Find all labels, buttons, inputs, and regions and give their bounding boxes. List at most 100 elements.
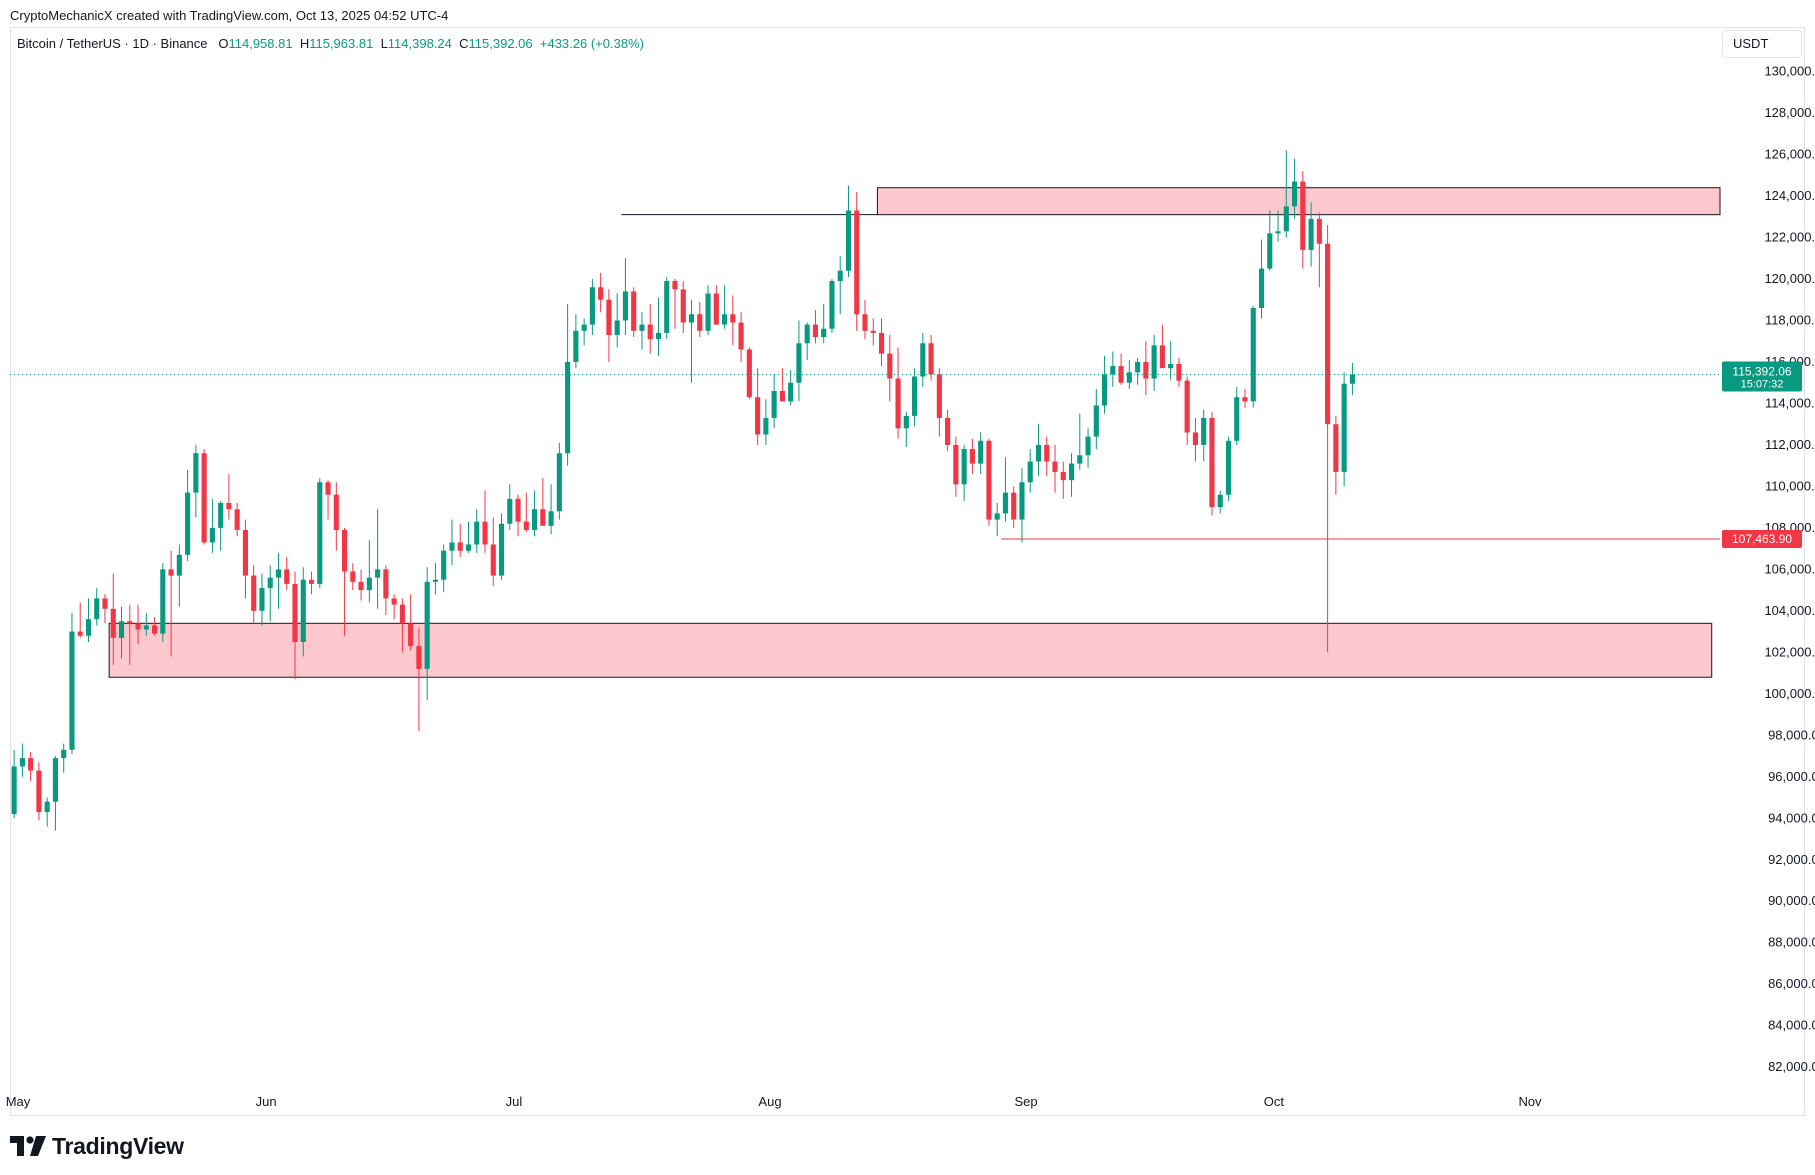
candle-body[interactable] bbox=[821, 328, 827, 338]
candle-body[interactable] bbox=[1325, 243, 1331, 425]
candle-body[interactable] bbox=[647, 324, 653, 340]
candle-body[interactable] bbox=[1159, 345, 1165, 369]
candle-body[interactable] bbox=[110, 608, 116, 638]
candle-body[interactable] bbox=[837, 270, 843, 282]
candle-body[interactable] bbox=[540, 509, 546, 526]
candle-body[interactable] bbox=[1068, 463, 1075, 481]
candle-body[interactable] bbox=[969, 449, 975, 464]
candle-body[interactable] bbox=[449, 542, 455, 551]
chart-frame[interactable] bbox=[10, 27, 1805, 1116]
candle-body[interactable] bbox=[565, 361, 571, 454]
candle-body[interactable] bbox=[118, 621, 125, 638]
candle-body[interactable] bbox=[267, 577, 273, 589]
candle-body[interactable] bbox=[1201, 417, 1207, 445]
candle-body[interactable] bbox=[308, 579, 315, 584]
candle-body[interactable] bbox=[300, 579, 306, 642]
candle-body[interactable] bbox=[1316, 218, 1322, 244]
candle-body[interactable] bbox=[408, 623, 414, 647]
candle-body[interactable] bbox=[622, 291, 628, 321]
candle-body[interactable] bbox=[152, 625, 158, 634]
candle-body[interactable] bbox=[160, 569, 166, 634]
candle-body[interactable] bbox=[746, 349, 752, 398]
currency-button[interactable]: USDT bbox=[1722, 30, 1802, 58]
candle-body[interactable] bbox=[218, 502, 224, 528]
candle-body[interactable] bbox=[185, 492, 191, 555]
candle-body[interactable] bbox=[1176, 364, 1182, 381]
candle-body[interactable] bbox=[928, 343, 934, 375]
candle-body[interactable] bbox=[1060, 471, 1066, 481]
candle-body[interactable] bbox=[457, 542, 463, 551]
candle-body[interactable] bbox=[251, 575, 257, 611]
candle-body[interactable] bbox=[292, 583, 298, 642]
candle-body[interactable] bbox=[1217, 494, 1223, 508]
candle-body[interactable] bbox=[168, 569, 174, 576]
candle-body[interactable] bbox=[953, 444, 959, 485]
candle-body[interactable] bbox=[1093, 405, 1099, 437]
candle-body[interactable] bbox=[598, 287, 604, 300]
candle-body[interactable] bbox=[705, 293, 711, 331]
candle-body[interactable] bbox=[416, 646, 422, 669]
candle-body[interactable] bbox=[36, 770, 42, 813]
candle-body[interactable] bbox=[912, 376, 918, 416]
candle-body[interactable] bbox=[713, 293, 719, 325]
candle-body[interactable] bbox=[1242, 397, 1248, 402]
candle-body[interactable] bbox=[1333, 424, 1339, 472]
candle-body[interactable] bbox=[845, 210, 852, 271]
candle-body[interactable] bbox=[672, 281, 678, 290]
candle-body[interactable] bbox=[1250, 308, 1256, 402]
support-zone[interactable] bbox=[108, 622, 1713, 678]
candle-body[interactable] bbox=[804, 324, 810, 344]
candle-body[interactable] bbox=[1234, 397, 1240, 441]
candle-body[interactable] bbox=[424, 581, 430, 669]
candle-body[interactable] bbox=[1151, 345, 1157, 379]
candle-body[interactable] bbox=[945, 417, 951, 445]
candle-body[interactable] bbox=[1118, 366, 1124, 383]
candle-body[interactable] bbox=[333, 494, 339, 530]
candle-body[interactable] bbox=[193, 453, 199, 493]
candle-body[interactable] bbox=[1308, 218, 1314, 250]
candle-body[interactable] bbox=[1035, 444, 1042, 462]
candle-body[interactable] bbox=[61, 749, 67, 759]
candle-body[interactable] bbox=[1209, 417, 1215, 508]
candle-body[interactable] bbox=[688, 314, 695, 323]
candle-body[interactable] bbox=[28, 758, 34, 771]
candle-body[interactable] bbox=[52, 758, 58, 802]
candle-body[interactable] bbox=[829, 281, 835, 329]
candle-body[interactable] bbox=[1292, 181, 1298, 207]
candle-body[interactable] bbox=[383, 569, 389, 599]
candle-body[interactable] bbox=[664, 281, 670, 333]
symbol-name[interactable]: Bitcoin / TetherUS · 1D · Binance bbox=[17, 36, 208, 51]
candle-body[interactable] bbox=[275, 569, 282, 578]
candle-body[interactable] bbox=[11, 766, 17, 815]
candle-body[interactable] bbox=[548, 511, 554, 526]
candle-body[interactable] bbox=[573, 330, 579, 362]
candle-body[interactable] bbox=[697, 314, 703, 331]
candle-body[interactable] bbox=[878, 332, 885, 354]
candle-body[interactable] bbox=[763, 417, 769, 435]
candle-body[interactable] bbox=[1110, 366, 1116, 375]
tradingview-logo[interactable]: TradingView bbox=[10, 1131, 184, 1161]
candle-body[interactable] bbox=[581, 324, 587, 331]
candle-body[interactable] bbox=[1283, 206, 1289, 232]
candle-body[interactable] bbox=[1077, 455, 1083, 464]
candle-body[interactable] bbox=[870, 330, 876, 333]
candle-body[interactable] bbox=[994, 513, 1000, 520]
candle-body[interactable] bbox=[812, 324, 818, 338]
candle-body[interactable] bbox=[399, 604, 405, 624]
candle-body[interactable] bbox=[201, 453, 207, 543]
candle-body[interactable] bbox=[77, 631, 83, 636]
candle-body[interactable] bbox=[895, 378, 901, 429]
candle-body[interactable] bbox=[441, 550, 447, 580]
candle-body[interactable] bbox=[1300, 181, 1306, 250]
candle-body[interactable] bbox=[259, 588, 265, 611]
candle-body[interactable] bbox=[738, 322, 744, 350]
candle-body[interactable] bbox=[465, 544, 472, 551]
candle-body[interactable] bbox=[1267, 233, 1273, 269]
candle-body[interactable] bbox=[1192, 432, 1198, 445]
candle-body[interactable] bbox=[788, 382, 794, 402]
candle-body[interactable] bbox=[234, 509, 240, 530]
candle-body[interactable] bbox=[44, 801, 50, 813]
candle-body[interactable] bbox=[226, 502, 232, 510]
candle-body[interactable] bbox=[1052, 461, 1058, 472]
candle-body[interactable] bbox=[680, 289, 686, 323]
